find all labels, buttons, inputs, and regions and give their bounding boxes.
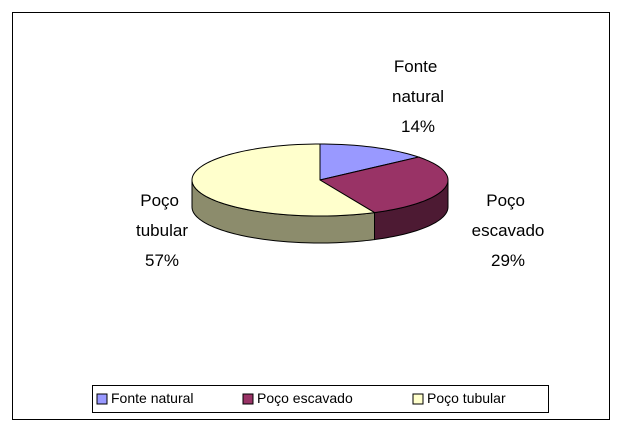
slice xyxy=(191,143,376,217)
legend-box xyxy=(92,385,549,413)
legend-swatch xyxy=(412,393,424,405)
data-label-value: 29% xyxy=(491,251,525,270)
data-label-category: Poço tubular xyxy=(136,191,188,240)
legend-swatch xyxy=(242,393,254,405)
data-label-category: Poço escavado xyxy=(472,191,545,240)
legend-label: Poço escavado xyxy=(257,390,353,406)
slice xyxy=(319,143,421,181)
data-label-value: 14% xyxy=(401,117,435,136)
legend-label: Poço tubular xyxy=(427,390,506,406)
legend-swatch xyxy=(96,393,108,405)
data-label-value: 57% xyxy=(145,251,179,270)
data-label-category: Fonte natural xyxy=(392,57,444,106)
legend-label: Fonte natural xyxy=(111,390,194,406)
